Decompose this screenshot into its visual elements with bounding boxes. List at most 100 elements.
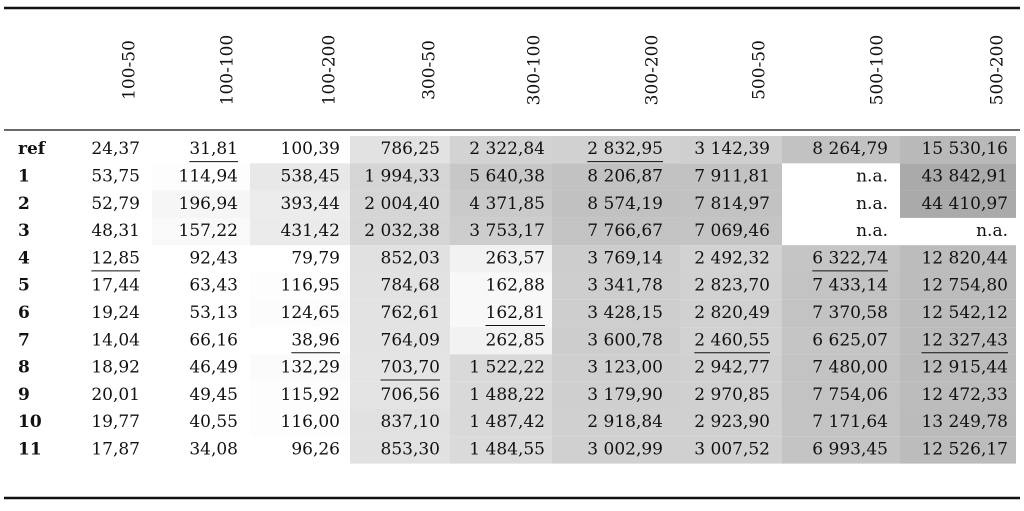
row-header: 10 (18, 412, 42, 432)
cell-value: 1 522,22 (469, 358, 545, 378)
cell-value: 52,79 (91, 194, 140, 214)
cell-shade (552, 299, 680, 328)
cell-shade (250, 163, 350, 191)
cell-value: 115,92 (281, 385, 340, 405)
cell-shade (680, 381, 782, 409)
cell-value: 6 625,07 (812, 330, 888, 350)
row-header: ref (18, 139, 47, 159)
cell-shade (782, 381, 900, 409)
cell-value: 3 142,39 (694, 139, 770, 159)
cell-shade (900, 136, 1016, 164)
cell-value: 703,70 (381, 358, 440, 378)
cell-shade (450, 409, 552, 437)
column-header: 300-200 (643, 35, 663, 106)
cell-shade (900, 245, 1016, 273)
cell-value: 79,79 (291, 248, 340, 268)
cell-value: 2 970,85 (694, 385, 770, 405)
cell-value: 43 842,91 (921, 166, 1008, 186)
cell-value: 7 754,06 (812, 385, 888, 405)
cell-value: 6 993,45 (812, 439, 888, 459)
cell-value: 2 032,38 (364, 221, 440, 241)
row-header: 1 (18, 166, 30, 186)
column-header: 100-100 (218, 35, 238, 106)
cell-value: 431,42 (281, 221, 340, 241)
cell-value: 12 472,33 (921, 385, 1008, 405)
cell-value: 7 480,00 (812, 358, 888, 378)
column-header: 500-200 (988, 35, 1008, 106)
cell-shade (450, 163, 552, 191)
cell-value: 2 923,90 (694, 412, 770, 432)
cell-value: 92,43 (189, 248, 238, 268)
cell-shade (350, 436, 450, 464)
cell-shade (900, 272, 1016, 300)
cell-value: 46,49 (189, 358, 238, 378)
cell-shade (552, 190, 680, 218)
column-header: 300-50 (420, 40, 440, 100)
cell-value: 34,08 (189, 439, 238, 459)
cell-value: 7 370,58 (812, 303, 888, 323)
cell-value: 538,45 (281, 166, 340, 186)
cell-shade (350, 272, 450, 300)
cell-value: 262,85 (486, 330, 545, 350)
cell-value: 7 433,14 (812, 276, 888, 296)
cell-shade (350, 136, 450, 164)
cell-value: 63,43 (189, 276, 238, 296)
cell-value: 18,92 (91, 358, 140, 378)
cell-shade (680, 409, 782, 437)
cell-value: 48,31 (91, 221, 140, 241)
cell-shade (250, 272, 350, 300)
cell-value: 12 915,44 (921, 358, 1008, 378)
cell-value: 7 171,64 (812, 412, 888, 432)
cell-value: 2 322,84 (469, 139, 545, 159)
cell-value: n.a. (856, 194, 888, 214)
cell-shade (680, 190, 782, 218)
cell-shade (450, 245, 552, 273)
cell-shade (900, 354, 1016, 382)
cell-shade (450, 217, 552, 246)
cell-value: 786,25 (381, 139, 440, 159)
cell-value: 12 754,80 (921, 276, 1008, 296)
cell-shade (552, 436, 680, 464)
cell-value: 1 484,55 (469, 439, 545, 459)
cell-value: 53,75 (91, 166, 140, 186)
cell-shade (552, 136, 680, 164)
cell-shade (782, 409, 900, 437)
cell-value: n.a. (976, 221, 1008, 241)
cell-value: 6 322,74 (812, 248, 888, 268)
cell-value: 38,96 (291, 330, 340, 350)
cell-shade (552, 381, 680, 409)
cell-shade (680, 245, 782, 273)
cell-value: 7 069,46 (694, 221, 770, 241)
cell-value: 17,44 (91, 276, 140, 296)
cell-shade (552, 163, 680, 191)
cell-value: 2 832,95 (587, 139, 663, 159)
row-header: 6 (18, 303, 30, 323)
cell-shade (900, 190, 1016, 218)
cell-value: 132,29 (281, 358, 340, 378)
cell-shade (350, 163, 450, 191)
cell-value: 2 460,55 (694, 330, 770, 350)
cell-shade (450, 381, 552, 409)
cell-shade (552, 354, 680, 382)
cell-shade (450, 327, 552, 355)
cell-value: 12 542,12 (921, 303, 1008, 323)
cell-value: 96,26 (291, 439, 340, 459)
cell-shade (900, 327, 1016, 355)
column-header: 500-50 (750, 40, 770, 100)
cell-shade (680, 163, 782, 191)
cell-shade (350, 245, 450, 273)
cell-shade (350, 217, 450, 246)
cell-shade (782, 245, 900, 273)
cell-value: 393,44 (281, 194, 340, 214)
cell-value: 13 249,78 (921, 412, 1008, 432)
cell-value: 157,22 (179, 221, 238, 241)
cell-value: 3 600,78 (587, 330, 663, 350)
cell-shade (250, 217, 350, 246)
column-header: 500-100 (868, 35, 888, 106)
cell-value: 12,85 (91, 248, 140, 268)
cell-shade (680, 354, 782, 382)
column-header: 100-50 (120, 40, 140, 100)
cell-value: 263,57 (486, 248, 545, 268)
